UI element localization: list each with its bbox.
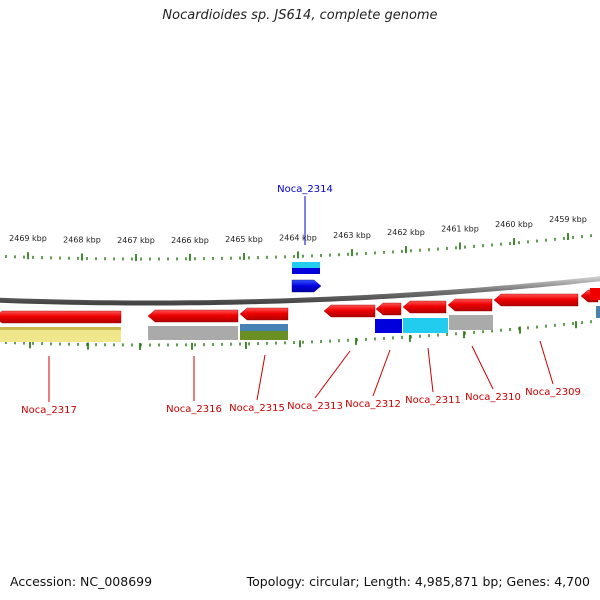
accession-text: Accession: NC_008699 (10, 574, 153, 589)
scale-label: 2464 kbp (279, 233, 317, 242)
scale-label: 2467 kbp (117, 236, 155, 245)
scale-label: 2463 kbp (333, 231, 371, 240)
scale-label: 2466 kbp (171, 236, 209, 245)
gene-label-layer: Noca_2317 Noca_2316 Noca_2315 Noca_2314 Noca… (21, 184, 581, 416)
gene-arrow-reverse (147, 309, 239, 323)
cog-band (292, 262, 320, 269)
scale-label: 2459 kbp (549, 215, 587, 224)
gene-label: Noca_2309 (525, 387, 581, 398)
gene-label: Noca_2312 (345, 399, 401, 410)
gene-arrow-reverse (493, 293, 579, 307)
scale-label: 2469 kbp (9, 234, 47, 243)
cog-band (449, 315, 493, 330)
gene-label: Noca_2315 (229, 403, 285, 414)
cog-band (292, 268, 320, 274)
cog-band-edge (0, 327, 121, 330)
gene-leader-line (372, 349, 391, 397)
gene-arrow-reverse (402, 300, 447, 314)
scale-label: 2465 kbp (225, 235, 263, 244)
cog-band (596, 306, 600, 318)
gene-arrow-reverse (323, 304, 376, 318)
scale-label: 2462 kbp (387, 228, 425, 237)
genome-stats-text: Topology: circular; Length: 4,985,871 bp… (246, 574, 590, 589)
gene-label: Noca_2314 (277, 184, 333, 195)
cog-band (240, 324, 288, 332)
gene-leader-line (256, 354, 266, 401)
scale-label: 2468 kbp (63, 235, 101, 244)
gene-arrow-reverse (375, 302, 402, 316)
gene-label: Noca_2313 (287, 401, 343, 412)
gene-arrow-forward (291, 279, 322, 293)
gene-leader-line (471, 345, 494, 390)
gene-leader-line (539, 340, 554, 385)
gene-arrow-reverse (447, 298, 493, 312)
gene-label: Noca_2317 (21, 405, 77, 416)
gene-leader-line (314, 350, 351, 399)
cog-band (148, 326, 238, 340)
cog-band (403, 318, 448, 333)
gene-leader-line (427, 347, 434, 393)
backbone (0, 276, 600, 306)
gene-arrow-reverse (239, 307, 289, 321)
cog-band (375, 319, 402, 333)
scale-label: 2460 kbp (495, 220, 533, 229)
gene-arrow-reverse (0, 310, 122, 324)
gene-arrow-reverse (590, 288, 600, 300)
feature-layer (0, 262, 600, 342)
page-title: Nocardioides sp. JS614, complete genome (162, 8, 438, 23)
gene-label: Noca_2310 (465, 392, 521, 403)
scale-layer: 2469 kbp 2468 kbp 2467 kbp 2466 kbp 2465 kbp… (5, 215, 592, 350)
cog-band (0, 328, 121, 342)
backbone-arc (0, 276, 600, 306)
gene-label: Noca_2311 (405, 395, 461, 406)
scale-label: 2461 kbp (441, 224, 479, 233)
cog-band (240, 331, 288, 340)
gene-label: Noca_2316 (166, 404, 222, 415)
